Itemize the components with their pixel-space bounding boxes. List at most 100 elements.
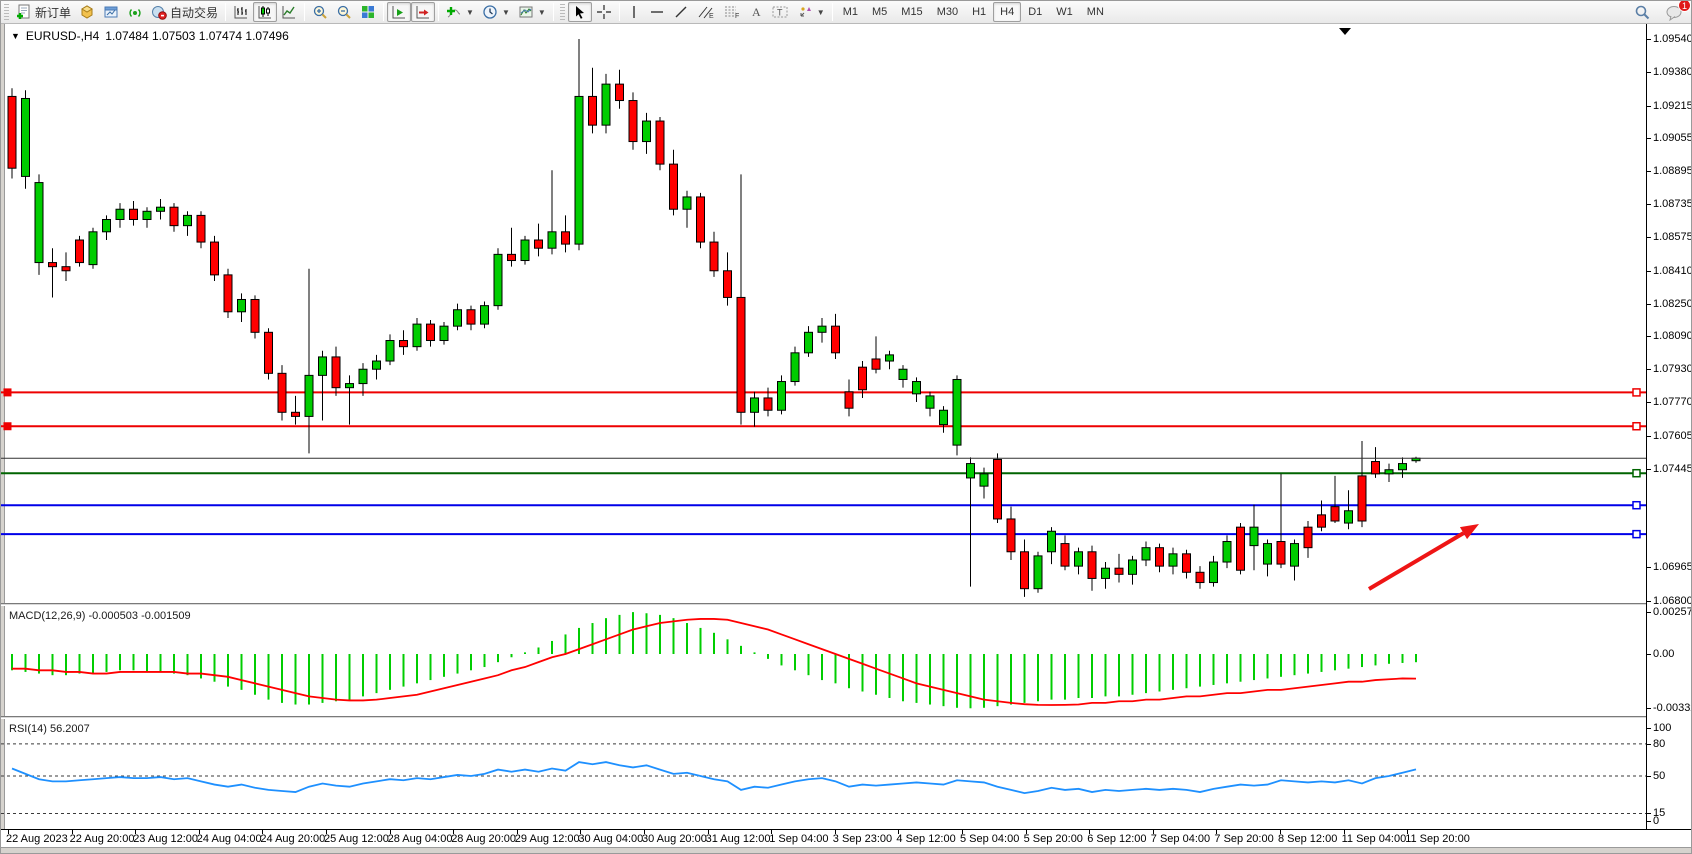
chart-title[interactable]: ▼ EURUSD-,H4 1.07484 1.07503 1.07474 1.0… [11,29,289,43]
indicators-button[interactable]: ▼ [442,2,478,22]
candle-body [1398,463,1407,471]
chart-shift-button[interactable] [411,2,436,22]
level-anchor-square[interactable] [1632,468,1641,478]
level-anchor-square[interactable] [1632,421,1641,431]
candle-body [520,239,530,262]
candle-body [1344,510,1353,524]
level-anchor-square[interactable] [1632,529,1641,539]
rsi-indicator-plot[interactable] [1,719,1646,829]
timeframe-button-m30[interactable]: M30 [936,6,959,18]
time-tick [453,830,455,834]
templates-button[interactable]: ▼ [514,2,550,22]
timeframe-button-h4[interactable]: H4 [993,2,1022,22]
timeframe-button-m15[interactable]: M15 [901,6,923,18]
candle-body [358,368,368,385]
candle-body [237,298,246,313]
candle-body [615,83,624,102]
macd-indicator-plot[interactable] [1,606,1646,716]
chart-menu-triangle-icon[interactable]: ▼ [11,31,20,41]
timeframe-button-h1[interactable]: H1 [972,6,987,18]
chart-shift-triangle[interactable] [1339,28,1351,35]
candle-body [1249,526,1259,547]
auto-scroll-button[interactable] [387,2,412,22]
notifications-button[interactable]: 1 [1661,1,1691,22]
timeframe-button-mn[interactable]: MN [1086,6,1104,18]
market-watch-icon [79,4,95,20]
trendline-button[interactable] [669,2,693,22]
periods-button[interactable]: ▼ [478,2,514,22]
toolbar-drag-handle[interactable] [559,4,565,20]
level-anchor-square[interactable] [1632,388,1641,397]
candle-body [858,366,867,391]
rsi-scale-label-tick [1646,813,1651,815]
candlestick-chart-type-button[interactable] [253,2,278,22]
text-label-button[interactable]: T [767,2,793,22]
trend-arrow-line[interactable] [1367,531,1465,591]
pane-separator[interactable] [1,716,1691,719]
signals-button[interactable] [123,2,147,22]
main-chart-plot[interactable] [1,25,1646,603]
candle-body [871,358,881,370]
bar-chart-type-button[interactable] [229,2,253,22]
price-tick-label: 1.07605 [1653,429,1692,442]
tile-windows-button[interactable] [356,2,380,22]
zoom-out-button[interactable] [332,2,356,22]
candle-body [736,296,746,413]
time-tick [898,830,900,834]
vertical-line-button[interactable] [623,2,645,22]
time-axis-label: 24 Aug 04:00 [196,833,262,845]
line-chart-type-button[interactable] [277,2,301,22]
time-axis-label: 5 Sep 04:00 [960,833,1020,845]
autotrading-button[interactable]: 自动交易 [147,2,222,22]
candle-body [1114,567,1124,575]
svg-text:A: A [752,5,761,19]
pane-separator[interactable] [1,603,1691,606]
search-button[interactable] [1630,2,1655,22]
time-axis-label: 24 Aug 20:00 [260,833,326,845]
candle-body [1087,551,1097,579]
toolbar-drag-handle[interactable] [4,4,9,20]
macd-scale-label-tick [1646,612,1651,614]
rsi-label: RSI(14) 56.2007 [9,723,90,735]
timeframe-button-m5[interactable]: M5 [872,6,888,18]
notification-count-badge: 1 [1678,1,1691,12]
fibonacci-button[interactable]: F [719,2,745,22]
cursor-button[interactable] [567,2,592,22]
price-axis[interactable]: 1.09540 1.09380 1.09215 1.09055 1.08895 1.087… [1646,24,1692,847]
market-watch-button[interactable] [75,2,99,22]
arrows-button[interactable]: ▼ [793,2,829,22]
candle-body [1222,541,1232,563]
vertical-line-icon [627,4,641,20]
candle-body [723,270,732,298]
channel-button[interactable]: E [693,2,719,22]
autotrading-icon [151,4,167,20]
time-tick [326,830,327,834]
time-axis-label: 11 Sep 20:00 [1405,833,1470,845]
candle-body [750,397,759,413]
horizontal-line-button[interactable] [645,2,669,22]
new-order-button[interactable]: 新订单 [12,2,75,22]
timeframe-button-d1[interactable]: D1 [1028,6,1043,18]
candle-body [1047,530,1056,553]
level-anchor-square[interactable] [3,388,12,397]
zoom-in-button[interactable] [308,2,332,22]
time-axis[interactable]: 22 Aug 2023 22 Aug 20:00 23 Aug 12:00 24 Au… [1,829,1691,847]
time-axis-label: 31 Aug 12:00 [705,833,771,845]
profiles-button[interactable] [99,2,123,22]
candle-body [88,231,98,266]
candle-body [1290,543,1299,567]
timeframe-button-m1[interactable]: M1 [842,6,858,18]
text-button[interactable]: A [745,2,767,22]
candle-body [1182,553,1191,573]
level-anchor-square[interactable] [3,422,12,431]
rsi-scale-label: 0 [1653,815,1660,827]
price-tick-label: 1.08575 [1653,230,1692,243]
timeframe-button-w1[interactable]: W1 [1056,6,1073,18]
crosshair-button[interactable] [592,2,616,22]
timeframe-group: M1 M5 M15 M30 H1 H4 D1 W1 MN [836,2,1111,22]
level-anchor-square[interactable] [1632,500,1641,510]
price-tick-label: 1.08090 [1653,330,1692,343]
price-tick-label-tick [1646,105,1651,107]
time-axis-label: 28 Aug 20:00 [451,833,517,845]
